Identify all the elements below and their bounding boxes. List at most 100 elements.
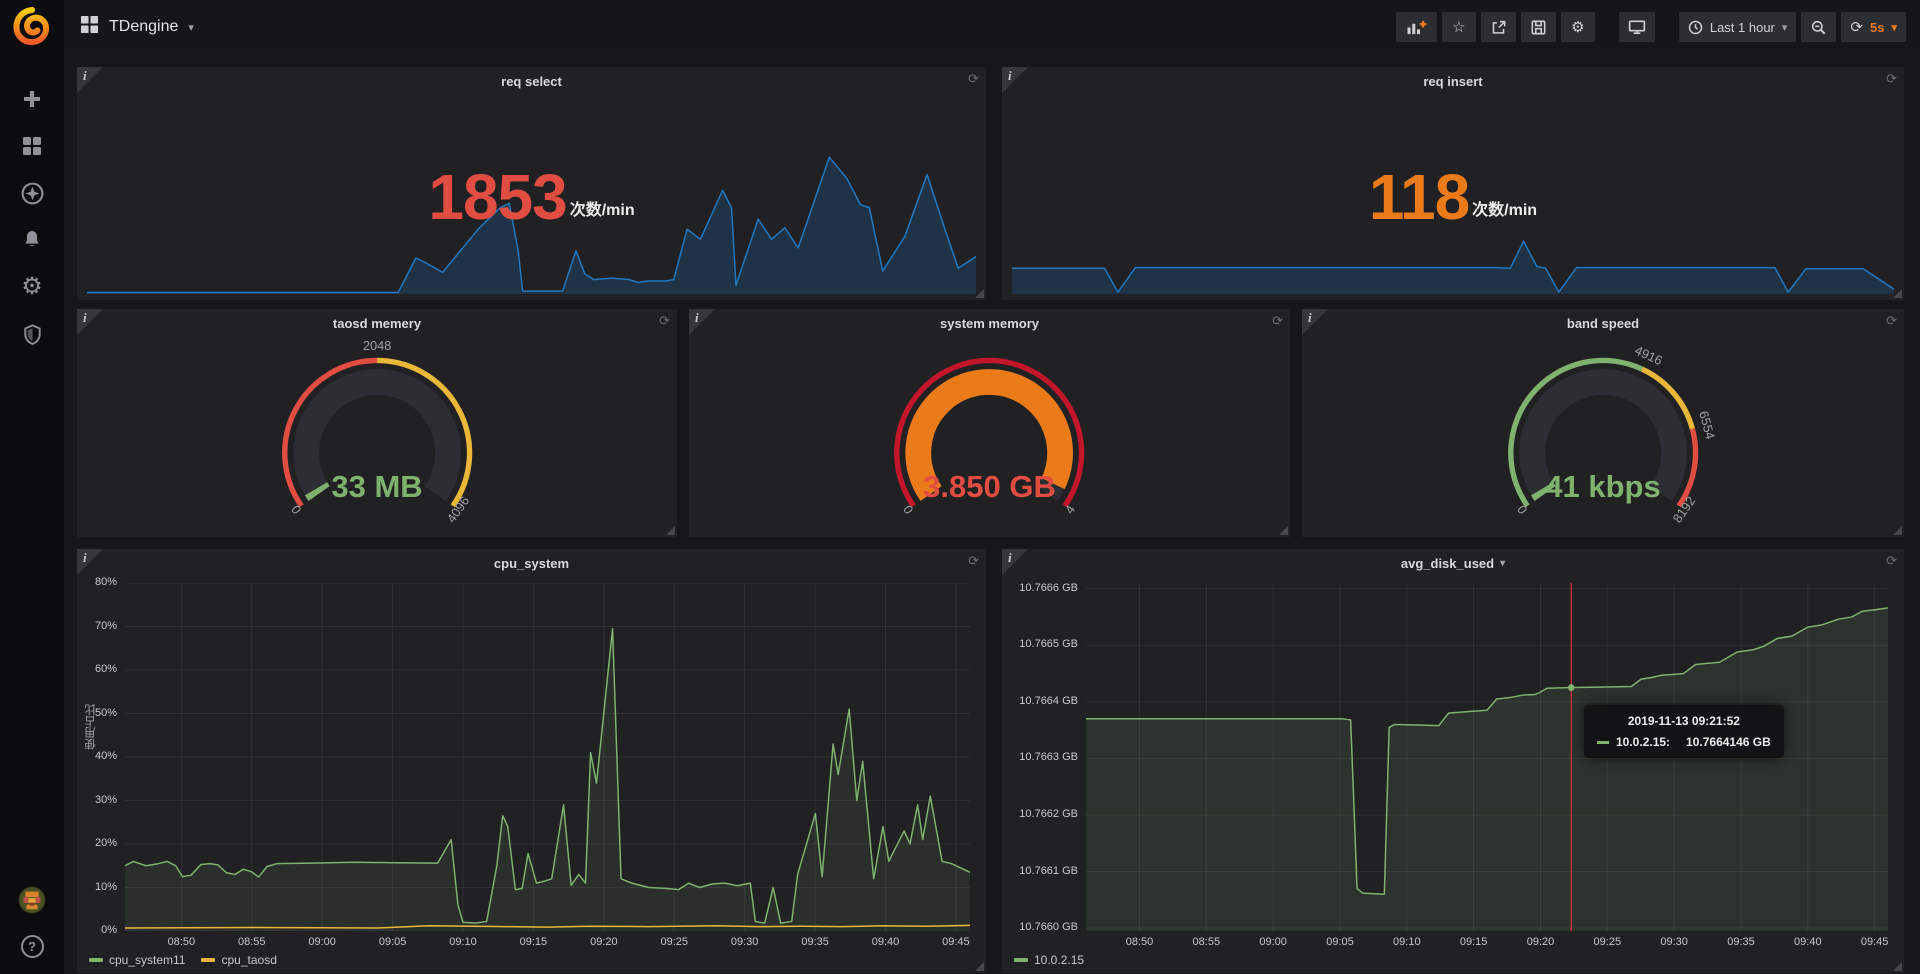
dashboard-title[interactable]: TDengine bbox=[109, 18, 178, 36]
legend-item[interactable]: 10.0.2.15 bbox=[1014, 953, 1084, 967]
legend-swatch bbox=[1014, 958, 1028, 962]
panel-refresh-icon[interactable]: ⟳ bbox=[1886, 72, 1897, 85]
panel-title[interactable]: taosd memery bbox=[77, 309, 677, 337]
y-tick-label: 10% bbox=[81, 881, 117, 893]
panel-refresh-icon[interactable]: ⟳ bbox=[659, 314, 670, 327]
chart-tooltip: 2019-11-13 09:21:52 10.0.2.15: 10.766414… bbox=[1584, 705, 1784, 758]
x-tick-label: 09:20 bbox=[579, 936, 629, 948]
gauge-threshold-label: 0 bbox=[1514, 502, 1530, 516]
chevron-down-icon[interactable]: ▾ bbox=[188, 21, 194, 34]
panel-title[interactable]: band speed bbox=[1302, 309, 1904, 337]
x-tick-label: 08:55 bbox=[1181, 936, 1231, 948]
panel-resize-handle[interactable] bbox=[1893, 526, 1902, 535]
sidebar-item-configuration[interactable]: ⚙ bbox=[18, 273, 46, 301]
panel-title[interactable]: req select bbox=[77, 67, 986, 95]
add-panel-button[interactable] bbox=[1396, 12, 1437, 42]
panel-resize-handle[interactable] bbox=[1893, 289, 1902, 298]
panel-resize-handle[interactable] bbox=[975, 962, 984, 971]
panel-menu-caret-icon[interactable]: ▾ bbox=[1500, 558, 1505, 569]
band-speed-gauge[interactable]: 0491665548192 bbox=[1302, 339, 1904, 527]
system-memory-gauge[interactable]: 04 bbox=[689, 339, 1290, 527]
y-tick-label: 80% bbox=[81, 576, 117, 588]
zoom-out-time-range-button[interactable] bbox=[1801, 12, 1836, 42]
plot-area[interactable] bbox=[125, 583, 970, 931]
cycle-view-mode-button[interactable] bbox=[1619, 12, 1655, 42]
x-tick-label: 09:05 bbox=[368, 936, 418, 948]
panel-info-corner[interactable]: i bbox=[1002, 549, 1028, 575]
panel-title[interactable]: system memory bbox=[689, 309, 1290, 337]
topbar-actions: ☆ ⚙ bbox=[1396, 12, 1906, 42]
save-dashboard-button[interactable] bbox=[1521, 12, 1556, 42]
dashboard-settings-button[interactable]: ⚙ bbox=[1561, 12, 1595, 42]
panel-refresh-icon[interactable]: ⟳ bbox=[1272, 314, 1283, 327]
panel-title[interactable]: cpu_system bbox=[77, 549, 986, 577]
y-tick-label: 40% bbox=[81, 750, 117, 762]
panel-info-corner[interactable]: i bbox=[689, 309, 715, 335]
panel-title[interactable]: avg_disk_used ▾ bbox=[1002, 549, 1904, 577]
user-avatar[interactable] bbox=[18, 886, 46, 914]
legend-item[interactable]: cpu_system11 bbox=[89, 953, 185, 967]
zoom-out-icon bbox=[1810, 19, 1827, 36]
legend-item[interactable]: cpu_taosd bbox=[201, 953, 276, 967]
sparkline-svg bbox=[1012, 234, 1894, 294]
gauge-threshold-label: 0 bbox=[901, 502, 917, 516]
panel-refresh-icon[interactable]: ⟳ bbox=[968, 554, 979, 567]
avg-disk-used-chart[interactable]: 2019-11-13 09:21:52 10.0.2.15: 10.766414… bbox=[1006, 575, 1898, 953]
req-select-sparkline[interactable] bbox=[87, 150, 976, 294]
panel-title-text: band speed bbox=[1567, 316, 1639, 331]
y-tick-label: 70% bbox=[81, 620, 117, 632]
tooltip-series-swatch bbox=[1597, 741, 1609, 744]
x-tick-label: 09:45 bbox=[1850, 936, 1900, 948]
sidebar-item-server-admin[interactable] bbox=[18, 320, 46, 348]
help-button[interactable]: ? bbox=[18, 932, 46, 960]
panel-taosd-memory: i taosd memery ⟳ 020484096 33 MB bbox=[77, 309, 677, 537]
refresh-picker[interactable]: ⟳ 5s ▾ bbox=[1841, 12, 1906, 42]
panel-resize-handle[interactable] bbox=[1279, 526, 1288, 535]
info-icon: i bbox=[83, 550, 87, 566]
grafana-logo[interactable] bbox=[12, 7, 52, 47]
y-tick-label: 10.7666 GB bbox=[1006, 582, 1078, 594]
star-dashboard-button[interactable]: ☆ bbox=[1442, 12, 1476, 42]
x-tick-label: 09:35 bbox=[790, 936, 840, 948]
gear-icon: ⚙ bbox=[21, 275, 43, 299]
panel-refresh-icon[interactable]: ⟳ bbox=[1886, 314, 1897, 327]
share-dashboard-button[interactable] bbox=[1481, 12, 1516, 42]
panel-refresh-icon[interactable]: ⟳ bbox=[968, 72, 979, 85]
sidebar-item-dashboards[interactable] bbox=[18, 132, 46, 160]
x-tick-label: 09:05 bbox=[1315, 936, 1365, 948]
y-tick-label: 10.7661 GB bbox=[1006, 865, 1078, 877]
panel-resize-handle[interactable] bbox=[666, 526, 675, 535]
cursor-point bbox=[1568, 684, 1574, 691]
panel-resize-handle[interactable] bbox=[975, 289, 984, 298]
stat-unit: 次数/min bbox=[1472, 196, 1537, 220]
panel-req-select: i req select ⟳ 1853 次数/min bbox=[77, 67, 986, 300]
sidebar-item-alerting[interactable] bbox=[18, 226, 46, 254]
panel-info-corner[interactable]: i bbox=[77, 67, 103, 93]
panel-info-corner[interactable]: i bbox=[77, 309, 103, 335]
taosd-memory-gauge[interactable]: 020484096 bbox=[77, 339, 677, 527]
panel-resize-handle[interactable] bbox=[1893, 962, 1902, 971]
info-icon: i bbox=[1008, 68, 1012, 84]
panel-title[interactable]: req insert bbox=[1002, 67, 1904, 95]
y-tick-label: 10.7663 GB bbox=[1006, 751, 1078, 763]
sidebar-item-explore[interactable] bbox=[18, 179, 46, 207]
x-tick-label: 09:15 bbox=[1449, 936, 1499, 948]
panel-refresh-icon[interactable]: ⟳ bbox=[1886, 554, 1897, 567]
panel-info-corner[interactable]: i bbox=[1302, 309, 1328, 335]
panel-info-corner[interactable]: i bbox=[1002, 67, 1028, 93]
add-panel-icon bbox=[1405, 19, 1428, 36]
req-insert-sparkline[interactable] bbox=[1012, 234, 1894, 294]
dashboard-grid-icon[interactable] bbox=[80, 15, 99, 39]
legend-label: cpu_system11 bbox=[109, 953, 185, 967]
x-tick-label: 09:45 bbox=[931, 936, 981, 948]
stat-number: 118 bbox=[1369, 167, 1469, 228]
chevron-down-icon: ▾ bbox=[1891, 21, 1897, 34]
gauge-svg: 0491665548192 bbox=[1485, 339, 1721, 527]
x-tick-label: 09:30 bbox=[720, 936, 770, 948]
sidebar: ⚙ bbox=[0, 0, 64, 974]
panel-info-corner[interactable]: i bbox=[77, 549, 103, 575]
cpu-system-chart[interactable]: 使用占比 0%10%20%30%40%50%60%70%80%08:5008:5… bbox=[81, 575, 980, 953]
time-range-picker[interactable]: Last 1 hour ▾ bbox=[1679, 12, 1797, 42]
y-tick-label: 10.7664 GB bbox=[1006, 695, 1078, 707]
sidebar-item-create[interactable] bbox=[18, 85, 46, 113]
